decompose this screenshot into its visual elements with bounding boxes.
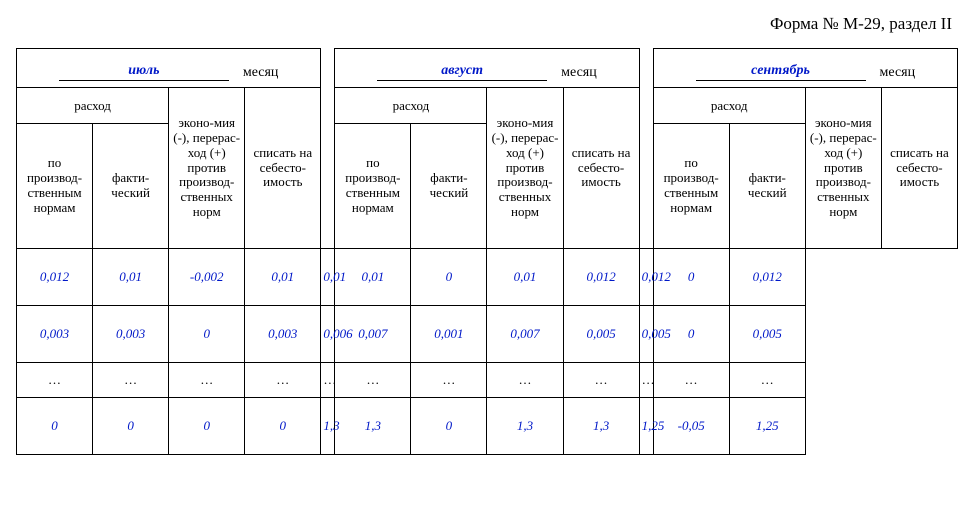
cell-value: 1,3 xyxy=(563,398,639,455)
cell-value: 0,012 xyxy=(729,249,805,306)
table-row: 0,0030,00300,0030,0060,0070,0010,0070,00… xyxy=(17,306,958,363)
cell-value: 0,003 xyxy=(17,306,93,363)
hdr-col2-0: факти-ческий xyxy=(93,124,169,249)
cell-value: 0,01 xyxy=(321,249,335,306)
cell-value: 1,3 xyxy=(487,398,563,455)
cell-dots: … xyxy=(563,363,639,398)
hdr-rashod-2: расход xyxy=(653,88,805,124)
hdr-rashod-1: расход xyxy=(335,88,487,124)
cell-dots: … xyxy=(335,363,411,398)
hdr-col4-2: списать на себесто-имость xyxy=(881,88,957,249)
cell-value: 0 xyxy=(169,398,245,455)
cell-value: 0,01 xyxy=(487,249,563,306)
month-label-1: месяц xyxy=(561,65,597,81)
cell-value: 0 xyxy=(411,249,487,306)
hdr-col3-1: эконо-мия (-), перерас-ход (+) против пр… xyxy=(487,88,563,249)
cell-dots: … xyxy=(411,363,487,398)
cell-value: 1,3 xyxy=(321,398,335,455)
cell-dots: … xyxy=(93,363,169,398)
cell-value: 0,01 xyxy=(93,249,169,306)
cell-value: 0 xyxy=(245,398,321,455)
table-row: 0,0120,01-0,0020,010,010,0100,010,0120,0… xyxy=(17,249,958,306)
cell-value: 0,006 xyxy=(321,306,335,363)
cell-dots: … xyxy=(639,363,653,398)
month-block-0: июль месяц xyxy=(17,49,321,88)
cell-value: 1,25 xyxy=(729,398,805,455)
hdr-col4-1: списать на себесто-имость xyxy=(563,88,639,249)
material-report-table: июль месяц август месяц сентябрь месяц р… xyxy=(16,48,958,455)
cell-dots: … xyxy=(729,363,805,398)
cell-value: 0,01 xyxy=(245,249,321,306)
cell-value: 1,25 xyxy=(639,398,653,455)
cell-dots: … xyxy=(653,363,729,398)
cell-dots: … xyxy=(169,363,245,398)
hdr-col1-2: по производ-ственным нормам xyxy=(653,124,729,249)
hdr-col2-1: факти-ческий xyxy=(411,124,487,249)
cell-dots: … xyxy=(245,363,321,398)
cell-dots: … xyxy=(487,363,563,398)
month-name-2: сентябрь xyxy=(696,63,866,81)
month-block-2: сентябрь месяц xyxy=(653,49,957,88)
month-label-0: месяц xyxy=(243,65,279,81)
cell-value: 0,005 xyxy=(639,306,653,363)
cell-value: 0,007 xyxy=(487,306,563,363)
table-row: 00001,31,301,31,31,25-0,051,25 xyxy=(17,398,958,455)
cell-value: -0,05 xyxy=(653,398,729,455)
cell-value: 0,001 xyxy=(411,306,487,363)
cell-value: 0,012 xyxy=(639,249,653,306)
form-title: Форма № М-29, раздел II xyxy=(16,14,952,34)
cell-value: 1,3 xyxy=(335,398,411,455)
cell-value: 0,005 xyxy=(729,306,805,363)
month-block-1: август месяц xyxy=(335,49,639,88)
hdr-col3-0: эконо-мия (-), перерас-ход (+) против пр… xyxy=(169,88,245,249)
hdr-col4-0: списать на себесто-имость xyxy=(245,88,321,249)
hdr-col1-0: по производ-ственным нормам xyxy=(17,124,93,249)
table-row: ……………………………… xyxy=(17,363,958,398)
hdr-col2-2: факти-ческий xyxy=(729,124,805,249)
cell-dots: … xyxy=(321,363,335,398)
cell-value: 0,005 xyxy=(563,306,639,363)
hdr-col3-2: эконо-мия (-), перерас-ход (+) против пр… xyxy=(805,88,881,249)
month-name-1: август xyxy=(377,63,547,81)
cell-value: 0,012 xyxy=(17,249,93,306)
cell-value: 0 xyxy=(17,398,93,455)
hdr-col1-1: по производ-ственным нормам xyxy=(335,124,411,249)
cell-value: 0 xyxy=(169,306,245,363)
cell-dots: … xyxy=(17,363,93,398)
cell-value: 0,003 xyxy=(245,306,321,363)
cell-value: -0,002 xyxy=(169,249,245,306)
cell-value: 0,003 xyxy=(93,306,169,363)
month-label-2: месяц xyxy=(880,65,916,81)
cell-value: 0,012 xyxy=(563,249,639,306)
month-name-0: июль xyxy=(59,63,229,81)
cell-value: 0 xyxy=(93,398,169,455)
hdr-rashod-0: расход xyxy=(17,88,169,124)
cell-value: 0,01 xyxy=(335,249,411,306)
cell-value: 0 xyxy=(411,398,487,455)
